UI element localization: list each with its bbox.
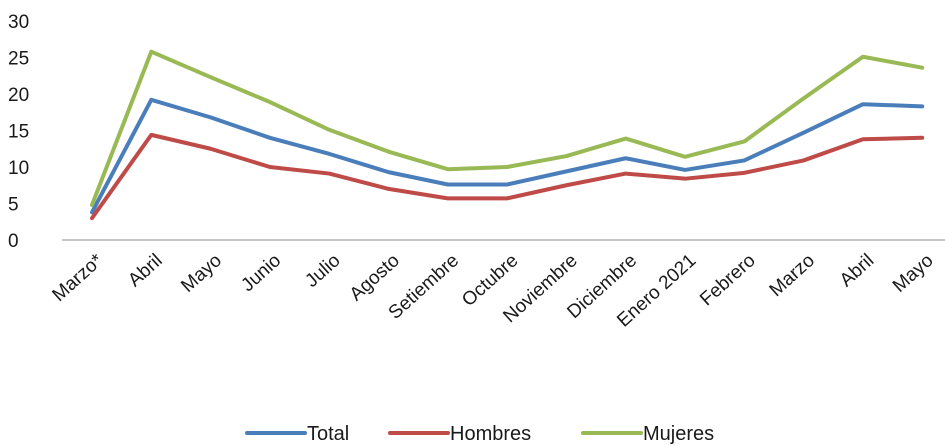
series-hombres: [90, 132, 925, 221]
series-line-total: [90, 97, 925, 215]
y-tick-label: 15: [8, 122, 29, 143]
y-tick-label: 30: [8, 12, 29, 33]
legend-label: Total: [307, 423, 349, 445]
x-tick-label: Marzo*: [49, 250, 108, 306]
y-tick-labels: 0 5 10 15 20 25 30: [8, 12, 29, 252]
x-tick-labels: Marzo* Abril Mayo Junio Julio AgostoSetiembre…: [49, 250, 938, 332]
legend-label: Hombres: [450, 423, 531, 445]
x-tick-label: Abril: [836, 250, 878, 291]
series-line-mujeres: [90, 49, 925, 207]
x-tick-label: Julio: [301, 250, 344, 292]
y-tick-label: 25: [8, 49, 29, 70]
y-tick-label: 10: [8, 158, 29, 179]
x-tick-label: Marzo: [766, 250, 819, 301]
y-tick-label: 5: [8, 195, 19, 216]
x-tick-label: Junio: [237, 250, 285, 296]
x-tick-label: Agosto: [346, 250, 404, 305]
x-tick-label: Mayo: [889, 250, 938, 297]
legend-label: Mujeres: [643, 423, 714, 445]
x-tick-label: Febrero: [696, 250, 759, 310]
y-tick-label: 0: [8, 231, 19, 252]
x-tick-label: Mayo: [177, 250, 226, 297]
x-tick-label: Abril: [124, 250, 166, 291]
series-line-hombres: [90, 132, 925, 221]
y-tick-label: 20: [8, 85, 29, 106]
legend: Total Hombres Mujeres: [245, 423, 714, 445]
series-total: [90, 97, 925, 215]
series-lines: [90, 49, 925, 221]
series-mujeres: [90, 49, 925, 207]
